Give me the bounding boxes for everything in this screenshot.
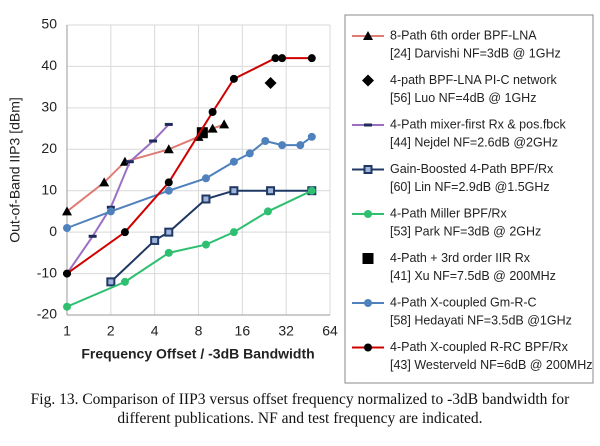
marker bbox=[219, 119, 230, 129]
marker bbox=[164, 122, 173, 126]
marker bbox=[278, 141, 287, 150]
legend-box bbox=[344, 14, 594, 384]
marker bbox=[307, 54, 316, 63]
marker bbox=[106, 207, 115, 216]
marker bbox=[307, 132, 316, 141]
series-line bbox=[66, 123, 170, 275]
series-line bbox=[66, 136, 313, 229]
marker bbox=[196, 127, 208, 139]
marker bbox=[163, 144, 174, 154]
marker bbox=[229, 157, 238, 166]
marker bbox=[271, 54, 280, 63]
legend-label: 4-Path mixer-first Rx & pos.fbck bbox=[390, 117, 566, 131]
legend-label: 8-Path 6th order BPF-LNA bbox=[390, 28, 537, 42]
marker bbox=[120, 277, 129, 286]
marker bbox=[63, 302, 71, 311]
legend-label: 4-Path X-coupled R-RC BPF/Rx bbox=[390, 340, 569, 354]
marker bbox=[229, 74, 238, 83]
marker bbox=[120, 228, 129, 237]
marker bbox=[99, 177, 110, 187]
marker bbox=[164, 186, 173, 195]
marker bbox=[264, 77, 277, 89]
x-tick-label: 2 bbox=[107, 323, 115, 339]
legend-note: [60] Lin NF=2.9dB @1.5GHz bbox=[390, 180, 550, 194]
marker bbox=[88, 234, 97, 238]
marker bbox=[266, 186, 276, 196]
legend-note: [43] Westerveld NF=6dB @ 200MHz bbox=[390, 358, 592, 372]
x-tick-label: 16 bbox=[235, 323, 251, 339]
legend-note: [56] Luo NF=4dB @ 1GHz bbox=[390, 91, 536, 105]
marker bbox=[364, 343, 372, 352]
caption: Fig. 13. Comparison of IIP3 versus offse… bbox=[30, 391, 570, 427]
marker bbox=[229, 186, 239, 196]
marker bbox=[164, 227, 174, 237]
marker bbox=[363, 165, 373, 174]
marker bbox=[364, 299, 372, 307]
y-tick-label: 20 bbox=[41, 140, 57, 156]
legend-label: 4-Path X-coupled Gm-R-C bbox=[390, 295, 537, 309]
marker bbox=[125, 160, 134, 164]
marker bbox=[201, 194, 211, 204]
marker bbox=[119, 156, 130, 166]
y-tick-label: 10 bbox=[41, 181, 57, 197]
x-tick-label: 8 bbox=[195, 323, 203, 339]
marker bbox=[149, 139, 158, 143]
marker bbox=[201, 240, 210, 249]
marker bbox=[364, 210, 372, 218]
marker bbox=[307, 186, 316, 195]
marker bbox=[278, 54, 287, 63]
marker bbox=[106, 205, 115, 209]
marker bbox=[201, 174, 210, 183]
legend-note: [58] Hedayati NF=3.5dB @1GHz bbox=[390, 313, 572, 327]
legend-label: 4-path BPF-LNA PI-C network bbox=[390, 73, 557, 87]
marker bbox=[207, 123, 218, 133]
x-tick-label: 1 bbox=[63, 323, 71, 339]
x-tick-label: 4 bbox=[151, 323, 159, 339]
y-axis-label: Out-of-Band IIP3 [dBm] bbox=[7, 97, 23, 243]
legend-note: [53] Park NF=3dB @ 2GHz bbox=[390, 224, 541, 238]
marker bbox=[229, 228, 238, 237]
marker bbox=[63, 224, 71, 232]
marker bbox=[261, 137, 270, 145]
marker bbox=[364, 123, 372, 127]
legend-note: [41] Xu NF=7.5dB @ 200MHz bbox=[390, 269, 556, 283]
legend-label: Gain-Boosted 4-Path BPF/Rx bbox=[390, 162, 554, 176]
marker bbox=[296, 141, 305, 150]
chart: Out-of-Band IIP3 [dBm] Frequency Offset … bbox=[7, 14, 594, 384]
x-axis-label: Frequency Offset / -3dB Bandwidth bbox=[81, 346, 314, 362]
marker bbox=[362, 74, 374, 87]
x-tick-label: 64 bbox=[322, 323, 338, 339]
legend-note: [24] Darvishi NF=3dB @ 1GHz bbox=[390, 46, 561, 60]
marker bbox=[62, 206, 72, 216]
series-line bbox=[66, 57, 312, 275]
marker bbox=[164, 248, 173, 257]
y-tick-label: 30 bbox=[41, 99, 57, 115]
y-tick-label: 40 bbox=[41, 57, 57, 73]
legend-label: 4-Path Miller BPF/Rx bbox=[390, 206, 507, 220]
y-tick-label: 0 bbox=[49, 223, 57, 239]
marker bbox=[363, 31, 373, 40]
x-tick-label: 32 bbox=[278, 323, 294, 339]
y-tick-label: -10 bbox=[37, 264, 57, 280]
legend-label: 4-Path + 3rd order IIR Rx bbox=[390, 251, 531, 265]
marker bbox=[263, 207, 272, 216]
marker bbox=[362, 253, 374, 264]
marker bbox=[164, 178, 173, 187]
legend-note: [44] Nejdel NF=2.6dB @2GHz bbox=[390, 135, 558, 149]
y-tick-label: -20 bbox=[37, 306, 57, 322]
y-tick-label: 50 bbox=[41, 16, 57, 32]
marker bbox=[106, 277, 116, 287]
marker bbox=[208, 108, 217, 116]
series-line bbox=[66, 189, 313, 308]
marker bbox=[245, 149, 254, 158]
marker bbox=[63, 269, 71, 278]
marker bbox=[150, 235, 160, 245]
